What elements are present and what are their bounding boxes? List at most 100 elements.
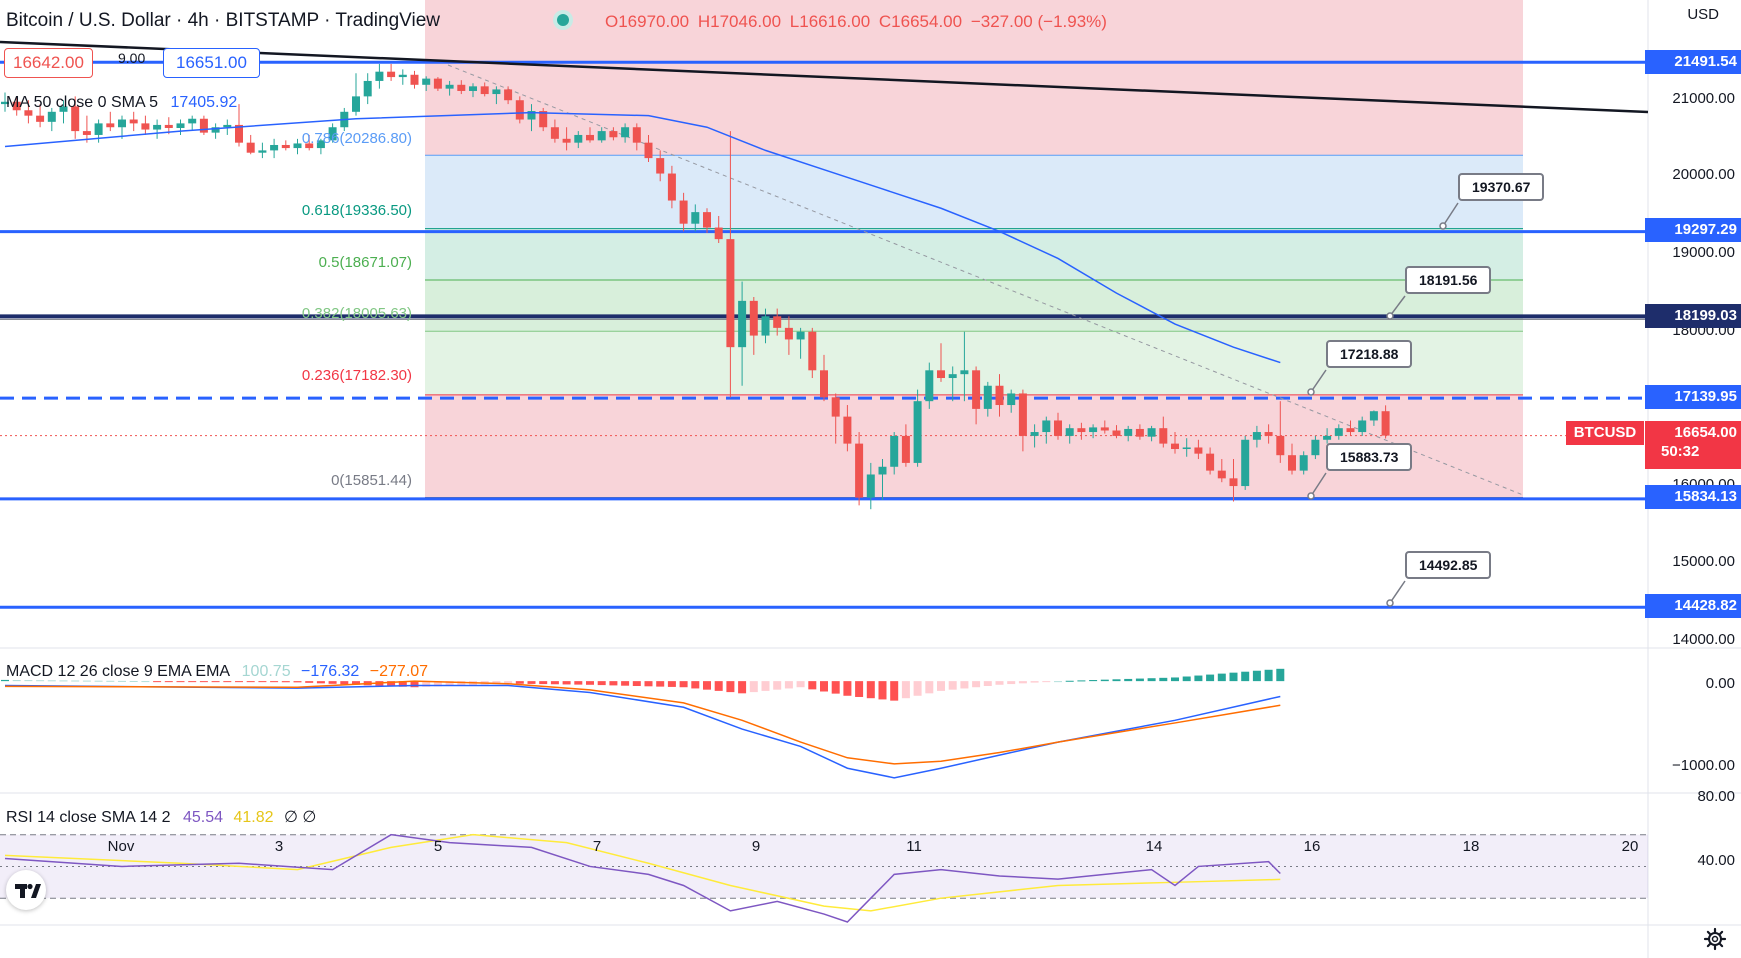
- candle-body: [1, 101, 9, 105]
- level-price-tag[interactable]: 18199.03: [1645, 304, 1741, 328]
- macd-histogram-bar: [223, 681, 232, 683]
- candle-body: [1369, 411, 1378, 421]
- macd-histogram-bar: [995, 681, 1004, 685]
- candle-body: [656, 158, 665, 174]
- macd-histogram-bar: [36, 680, 45, 682]
- candle-body: [796, 331, 805, 340]
- macd-histogram-bar: [679, 681, 688, 688]
- macd-histogram-bar: [1159, 677, 1168, 682]
- callout-anchor: [1439, 222, 1447, 230]
- candle-body: [972, 370, 981, 409]
- gear-icon[interactable]: [1703, 927, 1727, 951]
- macd-histogram-bar: [199, 681, 208, 683]
- macd-histogram-bar: [925, 681, 934, 694]
- candle-body: [784, 327, 793, 340]
- candle-body: [1311, 439, 1320, 456]
- macd-histogram-bar: [913, 681, 922, 696]
- candle-body: [714, 227, 723, 240]
- symbol-price-tag: BTCUSD: [1566, 421, 1644, 445]
- candle-body: [738, 300, 747, 348]
- candle-body: [188, 118, 197, 124]
- candle-body: [1194, 447, 1203, 454]
- macd-histogram-bar: [983, 681, 992, 687]
- macd-histogram-bar: [714, 681, 723, 691]
- tradingview-logo-glyph: [15, 883, 41, 898]
- x-tick-label: 7: [592, 838, 602, 855]
- x-tick-label: 5: [433, 838, 443, 855]
- candle-body: [457, 84, 466, 91]
- level-price-tag[interactable]: 14428.82: [1645, 594, 1741, 618]
- callout-note-5[interactable]: 14492.85: [1405, 551, 1492, 579]
- callout-note-2[interactable]: 18191.56: [1405, 266, 1492, 294]
- candle-body: [1171, 443, 1179, 450]
- rsi-empty-values: ∅ ∅: [283, 809, 317, 826]
- macd-histogram-bar: [808, 681, 817, 690]
- callout-connector: [1310, 369, 1327, 393]
- candle-body: [270, 144, 279, 151]
- x-tick-label: 11: [906, 838, 922, 855]
- macd-histogram-bar: [574, 681, 583, 685]
- candle-body: [761, 316, 770, 336]
- macd-histogram-bar: [445, 681, 454, 686]
- fib-label-0618: 0.618(19336.50): [301, 202, 412, 219]
- macd-histogram-bar: [761, 681, 770, 691]
- macd-histogram-bar: [1171, 677, 1179, 682]
- ohlc-close: C16654.00: [878, 12, 963, 31]
- rsi-sma-value: 41.82: [233, 809, 274, 826]
- macd-histogram-bar: [1252, 670, 1261, 682]
- ma-legend[interactable]: MA 50 close 0 SMA 5 17405.92: [6, 94, 237, 112]
- ohlc-high: H17046.00: [697, 12, 782, 31]
- macd-histogram-bar: [410, 681, 419, 688]
- candle-body: [1007, 393, 1016, 406]
- level-price-tag[interactable]: 21491.54: [1645, 50, 1741, 74]
- candle-body: [1276, 435, 1285, 456]
- macd-histogram-bar: [562, 681, 571, 685]
- macd-histogram-bar: [328, 681, 337, 684]
- level-price-tag[interactable]: 17139.95: [1645, 385, 1741, 409]
- macd-histogram-bar: [1018, 681, 1027, 684]
- macd-histogram-bar: [550, 681, 559, 685]
- callout-note-1[interactable]: 19370.67: [1458, 173, 1545, 201]
- ma-legend-value: 17405.92: [170, 94, 238, 111]
- candle-body: [82, 131, 91, 135]
- macd-histogram-bar: [878, 681, 887, 700]
- candle-body: [1112, 430, 1121, 436]
- macd-signal-line: [4, 680, 1281, 765]
- macd-histogram-bar: [82, 680, 91, 682]
- candle-body: [1124, 428, 1133, 436]
- callout-note-4[interactable]: 15883.73: [1326, 443, 1413, 471]
- candle-body: [925, 370, 934, 402]
- bid-button[interactable]: 16642.00: [4, 48, 93, 78]
- macd-histogram-bar: [586, 681, 594, 685]
- candle-body: [937, 370, 945, 379]
- macd-line: [4, 684, 1281, 779]
- candle-body: [1381, 411, 1390, 436]
- callout-note-3[interactable]: 17218.88: [1326, 340, 1413, 368]
- macd-histogram-bar: [118, 680, 126, 682]
- candle-body: [94, 123, 103, 135]
- candle-body: [1288, 455, 1296, 471]
- callout-connector: [1389, 580, 1406, 604]
- callout-anchor: [1307, 388, 1315, 396]
- currency-label[interactable]: USD: [1687, 6, 1719, 23]
- ohlc-open: O16970.00: [605, 12, 690, 31]
- level-price-tag[interactable]: 15834.13: [1645, 485, 1741, 509]
- candle-body: [691, 212, 700, 224]
- level-price-tag[interactable]: 19297.29: [1645, 218, 1741, 242]
- candle-body: [995, 385, 1004, 406]
- rsi-legend[interactable]: RSI 14 close SMA 14 2 45.54 41.82 ∅ ∅: [6, 807, 316, 827]
- tradingview-logo-icon[interactable]: [6, 870, 46, 910]
- current-price-tag[interactable]: 16654.00 50:32: [1645, 421, 1741, 469]
- candle-body: [59, 106, 68, 112]
- y-tick-label: 21000.00: [1672, 90, 1735, 107]
- candle-body: [223, 124, 232, 128]
- candle-body: [164, 124, 173, 129]
- macd-histogram-bar: [47, 680, 56, 682]
- ask-button[interactable]: 16651.00: [163, 48, 260, 78]
- symbol-title: Bitcoin / U.S. Dollar · 4h · BITSTAMP · …: [6, 10, 440, 31]
- macd-histogram-bar: [632, 681, 641, 687]
- macd-histogram-bar: [457, 681, 466, 686]
- macd-legend[interactable]: MACD 12 26 close 9 EMA EMA 100.75 −176.3…: [6, 663, 428, 681]
- candle-body: [679, 200, 688, 224]
